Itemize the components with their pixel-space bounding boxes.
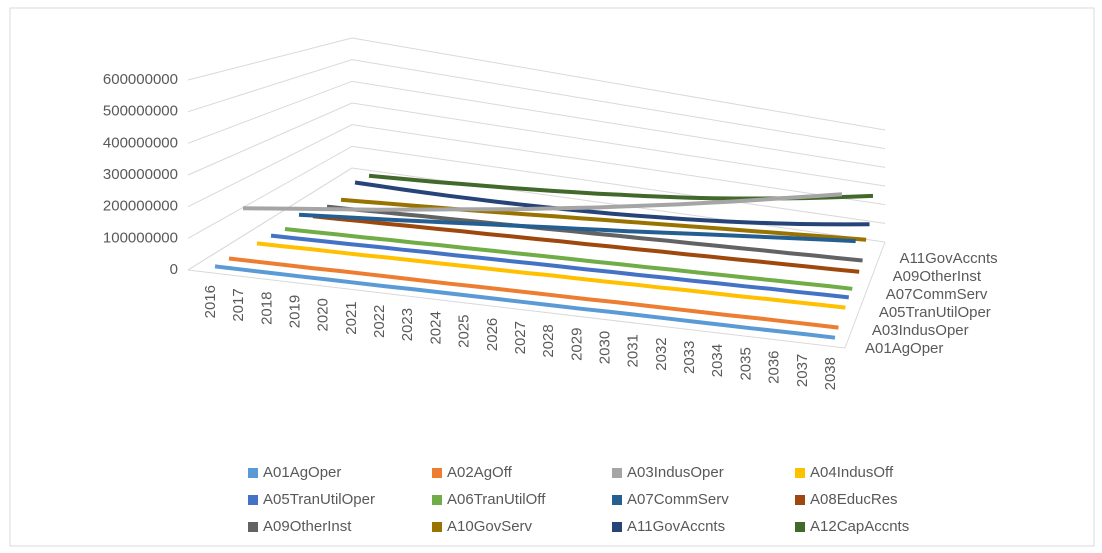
x-tick-label: 2029 bbox=[568, 328, 585, 361]
legend-label: A11GovAccnts bbox=[627, 518, 725, 535]
x-tick-label: 2020 bbox=[315, 298, 332, 331]
legend-swatch bbox=[795, 495, 805, 505]
grid-line bbox=[187, 80, 886, 168]
depth-tick-label: A07CommServ bbox=[886, 286, 988, 303]
depth-tick-label: A05TranUtilOper bbox=[879, 304, 991, 321]
x-tick-label: 2034 bbox=[709, 344, 726, 377]
floor-edge bbox=[187, 241, 886, 349]
x-tick-label: 2016 bbox=[202, 285, 219, 318]
grid-line bbox=[187, 37, 886, 131]
legend-label: A08EducRes bbox=[810, 491, 898, 508]
floor-edge bbox=[187, 167, 353, 271]
y-tick-label: 200000000 bbox=[103, 198, 178, 215]
x-tick-label: 2023 bbox=[399, 308, 416, 341]
x-tick-label: 2028 bbox=[540, 324, 557, 357]
x-tick-label: 2027 bbox=[512, 321, 529, 354]
legend-label: A12CapAccnts bbox=[810, 518, 909, 535]
x-tick-label: 2033 bbox=[681, 341, 698, 374]
legend-swatch bbox=[432, 522, 442, 532]
depth-tick-label: A09OtherInst bbox=[893, 268, 982, 285]
legend-label: A02AgOff bbox=[447, 464, 513, 481]
legend-swatch bbox=[248, 522, 258, 532]
depth-tick-label: A01AgOper bbox=[865, 340, 943, 357]
series-line bbox=[312, 214, 860, 274]
series-line bbox=[228, 256, 839, 330]
legend-swatch bbox=[795, 468, 805, 478]
legend-label: A09OtherInst bbox=[263, 518, 352, 535]
y-tick-label: 600000000 bbox=[103, 71, 178, 88]
x-tick-label: 2035 bbox=[737, 347, 754, 380]
legend-swatch bbox=[612, 468, 622, 478]
x-tick-label: 2022 bbox=[371, 305, 388, 338]
series-line bbox=[214, 264, 836, 340]
series-line bbox=[298, 212, 856, 244]
y-tick-label: 100000000 bbox=[103, 229, 178, 246]
legend-swatch bbox=[612, 495, 622, 505]
grid-line bbox=[187, 124, 886, 208]
x-tick-label: 2037 bbox=[794, 354, 811, 387]
x-tick-label: 2032 bbox=[653, 337, 670, 370]
y-tick-label: 300000000 bbox=[103, 166, 178, 183]
depth-tick-label: A03IndusOper bbox=[872, 322, 969, 339]
legend-swatch bbox=[432, 468, 442, 478]
grid-line bbox=[187, 102, 886, 187]
series-line bbox=[354, 180, 870, 227]
legend-label: A03IndusOper bbox=[627, 464, 724, 481]
x-tick-label: 2017 bbox=[230, 288, 247, 321]
legend-label: A10GovServ bbox=[447, 518, 533, 535]
x-tick-label: 2018 bbox=[258, 292, 275, 325]
y-tick-label: 0 bbox=[170, 261, 178, 278]
y-tick-label: 400000000 bbox=[103, 134, 178, 151]
x-tick-label: 2021 bbox=[343, 301, 360, 334]
x-tick-label: 2031 bbox=[625, 334, 642, 367]
depth-tick-label: A11GovAccnts bbox=[900, 250, 998, 267]
legend-label: A01AgOper bbox=[263, 464, 341, 481]
legend-label: A06TranUtilOff bbox=[447, 491, 546, 508]
series-line bbox=[256, 241, 846, 310]
legend-swatch bbox=[795, 522, 805, 532]
x-tick-label: 2036 bbox=[766, 350, 783, 383]
legend-swatch bbox=[248, 468, 258, 478]
legend-label: A07CommServ bbox=[627, 491, 729, 508]
legend-label: A05TranUtilOper bbox=[263, 491, 375, 508]
x-tick-label: 2026 bbox=[484, 318, 501, 351]
series-line bbox=[326, 204, 863, 263]
series-line bbox=[270, 233, 850, 300]
x-tick-label: 2019 bbox=[287, 295, 304, 328]
series-line bbox=[284, 227, 853, 291]
legend-swatch bbox=[432, 495, 442, 505]
legend-label: A04IndusOff bbox=[810, 464, 894, 481]
legend-swatch bbox=[612, 522, 622, 532]
x-tick-label: 2025 bbox=[456, 314, 473, 347]
series-line bbox=[340, 197, 867, 242]
x-tick-label: 2024 bbox=[427, 311, 444, 344]
grid-line bbox=[187, 59, 886, 150]
x-tick-label: 2030 bbox=[597, 331, 614, 364]
y-tick-label: 500000000 bbox=[103, 103, 178, 120]
x-tick-label: 2038 bbox=[822, 357, 839, 390]
legend-swatch bbox=[248, 495, 258, 505]
series-line bbox=[242, 192, 843, 212]
